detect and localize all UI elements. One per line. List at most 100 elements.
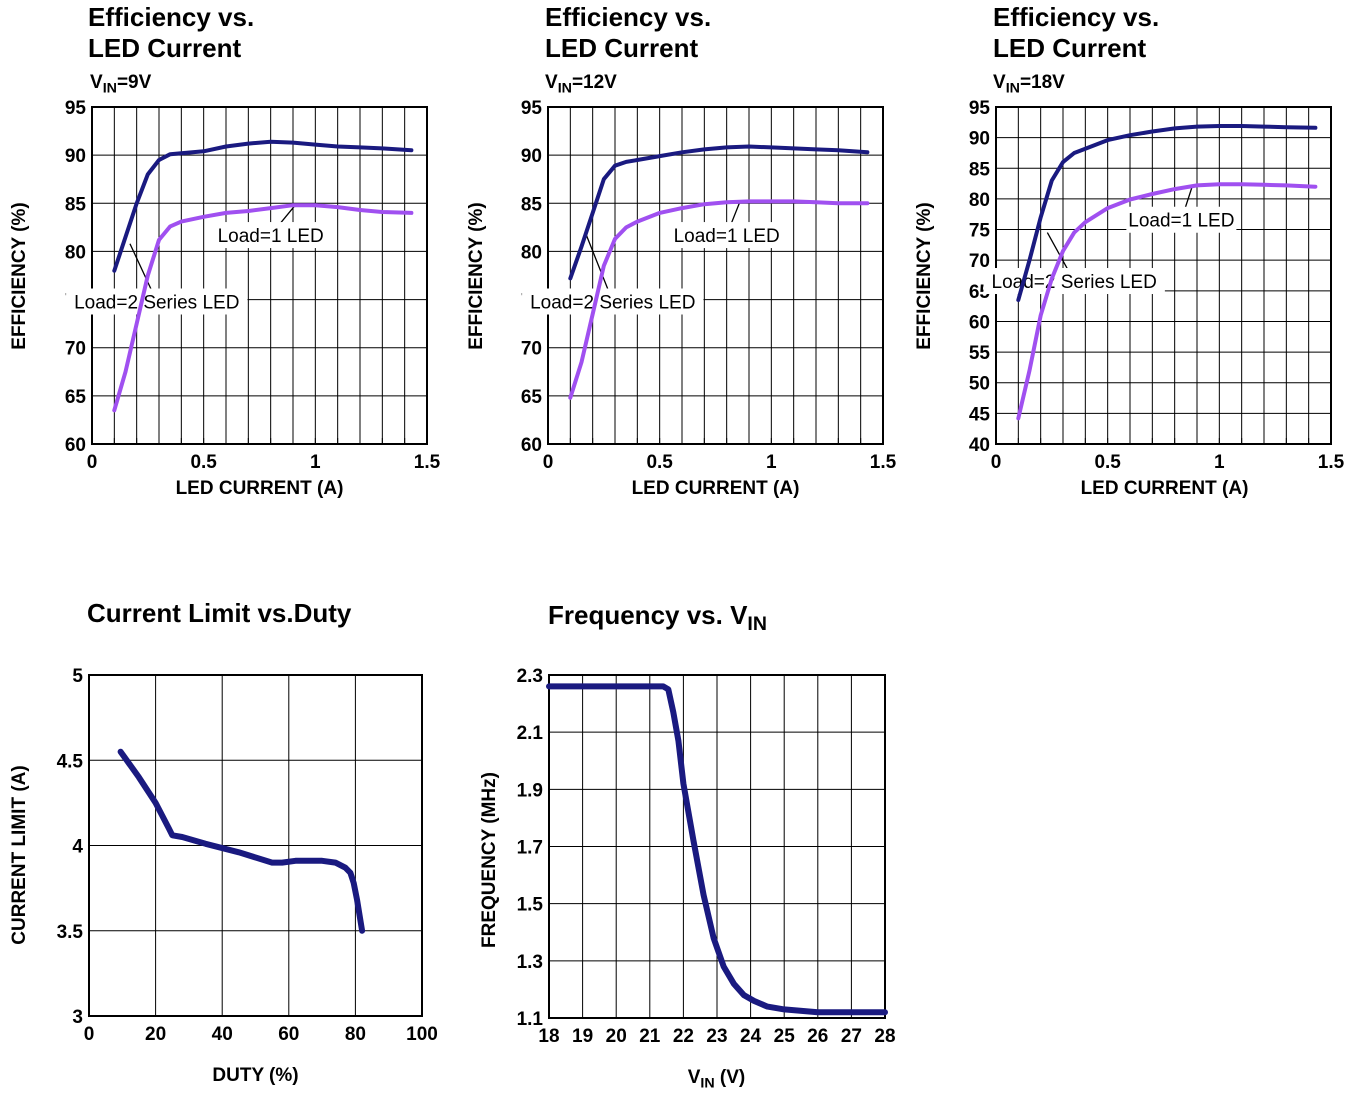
y-tick-label: 4.5: [57, 751, 84, 772]
series-line: [112, 203, 414, 413]
x-axis-label: LED CURRENT (A): [631, 478, 800, 499]
annotation-label: Load=2 Series LED: [530, 292, 695, 313]
y-tick-label: 4: [72, 837, 83, 858]
chart-title: Frequency vs. VIN: [548, 600, 767, 635]
series-line: [568, 199, 870, 400]
y-tick-label: 70: [65, 339, 86, 360]
y-tick-label: 85: [521, 194, 543, 215]
y-tick-label: 85: [969, 159, 991, 180]
annotation-background: [522, 288, 704, 315]
plot-area: 1.1 1.3 1.5 1.7 1.9 2.1 2.3 18 19 20 21 22 23 24 25 26 2…: [517, 666, 896, 1047]
x-tick-label: 0: [87, 452, 98, 473]
x-tick-label: 0: [543, 452, 554, 473]
plot-frame: [88, 674, 423, 1017]
plot-frame: [91, 106, 428, 445]
x-tick-label: 1: [310, 452, 321, 473]
plot-frame: [547, 106, 884, 445]
y-tick-label: 85: [65, 194, 87, 215]
chart-subtitle: VIN=9V: [90, 72, 152, 97]
y-tick-label: 80: [521, 242, 542, 263]
x-tick-label: 19: [572, 1026, 593, 1047]
y-tick-label: 75: [969, 221, 991, 242]
chart-title: Efficiency vs. LED Current: [88, 2, 254, 64]
annotation-label: Load=1 LED: [218, 226, 324, 247]
y-tick-label: 2.1: [517, 723, 544, 744]
plot-frame: [548, 674, 886, 1019]
x-tick-label: 25: [774, 1026, 796, 1047]
annotation-background: [215, 222, 326, 249]
series-line: [546, 683, 888, 1016]
y-tick-label: 80: [969, 190, 990, 211]
y-tick-label: 70: [521, 339, 542, 360]
y-tick-label: 95: [65, 98, 87, 119]
x-tick-label: 1.5: [1318, 452, 1345, 473]
y-tick-label: 50: [969, 374, 990, 395]
y-tick-label: 55: [969, 343, 991, 364]
title-line-2: LED Current: [545, 33, 699, 63]
title-line-1: Efficiency vs.: [545, 2, 712, 32]
y-tick-label: 65: [65, 387, 87, 408]
title-line-1: Efficiency vs.: [88, 2, 255, 32]
title-line-1: Efficiency vs.: [993, 2, 1160, 32]
y-tick-label: 45: [969, 404, 991, 425]
chart-title: Efficiency vs. LED Current: [545, 2, 711, 64]
y-tick-label: 5: [72, 666, 83, 687]
chart-subtitle: VIN=12V: [545, 72, 617, 97]
y-tick-label: 3.5: [57, 922, 84, 943]
annotation-label: Load=2 Series LED: [992, 272, 1157, 293]
title-line-1: Current Limit vs.Duty: [87, 598, 352, 628]
series-line: [1016, 124, 1318, 302]
y-tick-label: 1.7: [517, 838, 543, 859]
annotation-background: [66, 288, 248, 315]
series-line: [568, 144, 870, 281]
y-tick-label: 60: [65, 435, 86, 456]
x-tick-label: 24: [740, 1026, 762, 1047]
x-tick-label: 0: [84, 1024, 95, 1045]
x-tick-label: 28: [874, 1026, 895, 1047]
annotation-background: [671, 222, 782, 249]
y-tick-label: 70: [969, 251, 990, 272]
x-tick-label: 20: [606, 1026, 627, 1047]
x-tick-label: 1: [766, 452, 777, 473]
x-tick-label: 1: [1214, 452, 1225, 473]
series-line: [1016, 182, 1318, 421]
y-tick-label: 95: [969, 98, 991, 119]
chart-efficiency-9v: Efficiency vs. LED Current VIN=9V EFFICI…: [0, 0, 450, 520]
title-line-2: LED Current: [88, 33, 242, 63]
annotation-background: [983, 268, 1165, 295]
x-tick-label: 80: [345, 1024, 366, 1045]
y-tick-label: 90: [969, 129, 990, 150]
title-line-2: LED Current: [993, 33, 1147, 63]
chart-efficiency-12v: Efficiency vs. LED Current VIN=12V EFFIC…: [457, 0, 907, 520]
y-tick-label: 95: [521, 98, 543, 119]
x-tick-label: 0: [991, 452, 1002, 473]
x-tick-label: 27: [841, 1026, 862, 1047]
y-tick-label: 2.3: [517, 666, 543, 687]
annotation-label: Load=1 LED: [674, 226, 780, 247]
chart-title: Efficiency vs. LED Current: [993, 2, 1159, 64]
x-axis-label: VIN (V): [687, 1067, 746, 1092]
y-tick-label: 65: [521, 387, 543, 408]
annotation-label: Load=2 Series LED: [74, 292, 239, 313]
x-tick-label: 20: [145, 1024, 166, 1045]
x-tick-label: 23: [706, 1026, 727, 1047]
chart-title: Current Limit vs.Duty: [87, 598, 351, 629]
x-axis-label: DUTY (%): [212, 1065, 299, 1086]
series-line: [112, 139, 414, 273]
x-tick-label: 60: [278, 1024, 299, 1045]
y-tick-label: 1.5: [517, 895, 544, 916]
chart-frequency: Frequency vs. VIN FREQUENCY (MHz) VIN (V…: [457, 580, 907, 1094]
y-tick-label: 80: [65, 242, 86, 263]
chart-current-limit: Current Limit vs.Duty CURRENT LIMIT (A) …: [0, 580, 450, 1094]
y-tick-label: 40: [969, 435, 990, 456]
y-tick-label: 60: [969, 312, 990, 333]
chart-subtitle: VIN=18V: [993, 72, 1065, 97]
x-tick-label: 0.5: [1094, 452, 1121, 473]
x-tick-label: 1.5: [870, 452, 897, 473]
plot-area: 3 3.5 4 4.5 5 0 20 40 60 80 100: [57, 666, 438, 1045]
chart-efficiency-18v: Efficiency vs. LED Current VIN=18V EFFIC…: [905, 0, 1360, 520]
x-tick-label: 21: [639, 1026, 661, 1047]
